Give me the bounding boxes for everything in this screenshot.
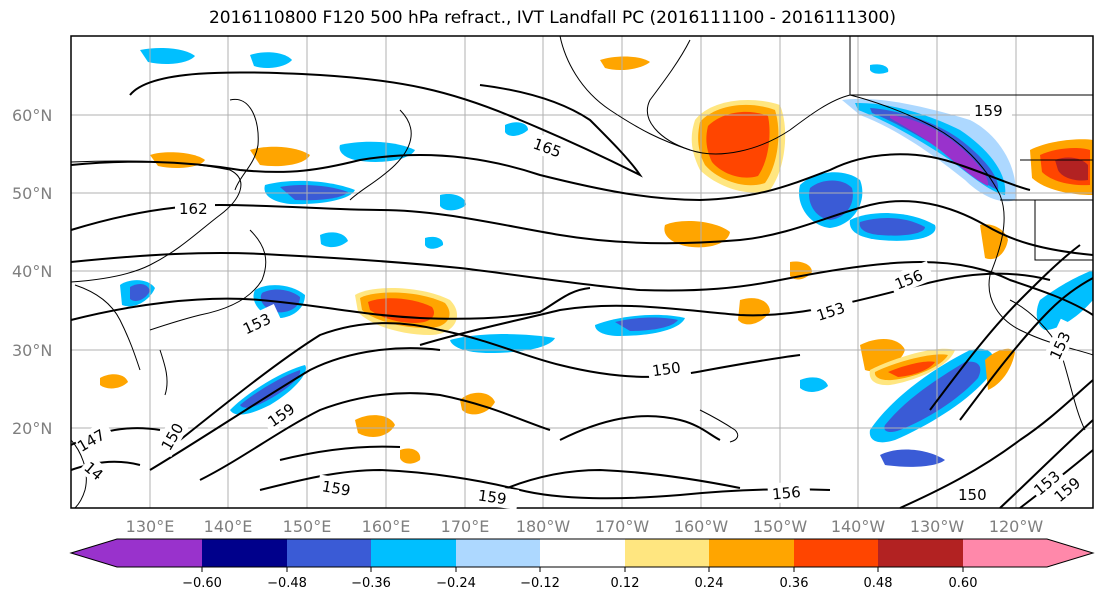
map-panel bbox=[70, 35, 1094, 509]
colorbar-tick-label: −0.24 bbox=[436, 576, 476, 591]
lon-label: 150°W bbox=[753, 517, 808, 536]
latitude-labels: 60°N 50°N 40°N 30°N 20°N bbox=[12, 106, 52, 438]
colorbar-outline bbox=[69, 538, 1095, 568]
lon-label: 170°W bbox=[595, 517, 650, 536]
lat-label: 60°N bbox=[12, 106, 52, 125]
colorbar-tick-label: 0.24 bbox=[695, 576, 724, 591]
lat-label: 20°N bbox=[12, 419, 52, 438]
colorbar-tick-label: −0.36 bbox=[351, 576, 391, 591]
colorbar-swatch bbox=[963, 539, 1047, 567]
colorbar-swatches bbox=[117, 539, 1047, 567]
colorbar: −0.60 −0.48 −0.36 −0.24 −0.12 0.12 0.24 0.36 0.4… bbox=[69, 538, 1095, 591]
colorbar-tick-label: 0.60 bbox=[949, 576, 978, 591]
contour-label: 159 bbox=[321, 477, 352, 500]
shading-layer bbox=[100, 48, 1093, 467]
lon-label: 120°W bbox=[989, 517, 1044, 536]
contour-label: 162 bbox=[179, 200, 208, 218]
contour-label: 159 bbox=[974, 102, 1003, 120]
map-frame bbox=[70, 35, 1094, 509]
colorbar-tick-label: 0.12 bbox=[611, 576, 640, 591]
lon-label: 160°W bbox=[674, 517, 729, 536]
contour-label: 150 bbox=[651, 358, 682, 380]
colorbar-swatch bbox=[625, 539, 709, 567]
lat-label: 30°N bbox=[12, 341, 52, 360]
colorbar-swatch bbox=[456, 539, 540, 567]
lon-label: 150°E bbox=[283, 517, 332, 536]
lon-label: 130°E bbox=[126, 517, 175, 536]
colorbar-tick-label: −0.12 bbox=[520, 576, 560, 591]
colorbar-extend-high bbox=[1047, 539, 1093, 567]
colorbar-swatch bbox=[371, 539, 456, 567]
lon-label: 140°E bbox=[204, 517, 253, 536]
contour-label: 150 bbox=[958, 486, 987, 504]
colorbar-swatch bbox=[117, 539, 202, 567]
colorbar-swatch bbox=[540, 539, 625, 567]
longitude-labels: 130°E 140°E 150°E 160°E 170°E 180°W 170°… bbox=[126, 517, 1044, 536]
contour-labels: 165 162 159 156 153 153 150 150 159 159 … bbox=[73, 99, 1089, 510]
contours bbox=[70, 71, 1094, 509]
lon-label: 180°W bbox=[516, 517, 571, 536]
lon-label: 130°W bbox=[910, 517, 965, 536]
colorbar-tick-label: −0.48 bbox=[267, 576, 307, 591]
lon-label: 160°E bbox=[362, 517, 411, 536]
colorbar-swatch bbox=[794, 539, 878, 567]
map-title: 2016110800 F120 500 hPa refract., IVT La… bbox=[208, 8, 896, 28]
colorbar-swatch bbox=[709, 539, 794, 567]
colorbar-ticks: −0.60 −0.48 −0.36 −0.24 −0.12 0.12 0.24 0.36 0.4… bbox=[182, 567, 977, 591]
colorbar-swatch bbox=[202, 539, 287, 567]
contour-label: 159 bbox=[477, 486, 508, 508]
colorbar-tick-label: −0.60 bbox=[182, 576, 222, 591]
lon-label: 140°W bbox=[831, 517, 886, 536]
colorbar-swatch bbox=[287, 539, 371, 567]
colorbar-tick-label: 0.36 bbox=[780, 576, 809, 591]
graticule bbox=[71, 36, 1093, 508]
colorbar-extend-low bbox=[71, 539, 117, 567]
lon-label: 170°E bbox=[441, 517, 490, 536]
lat-label: 40°N bbox=[12, 262, 52, 281]
colorbar-tick-label: 0.48 bbox=[864, 576, 893, 591]
contour-label: 156 bbox=[771, 483, 801, 503]
colorbar-swatch bbox=[878, 539, 963, 567]
lat-label: 50°N bbox=[12, 184, 52, 203]
